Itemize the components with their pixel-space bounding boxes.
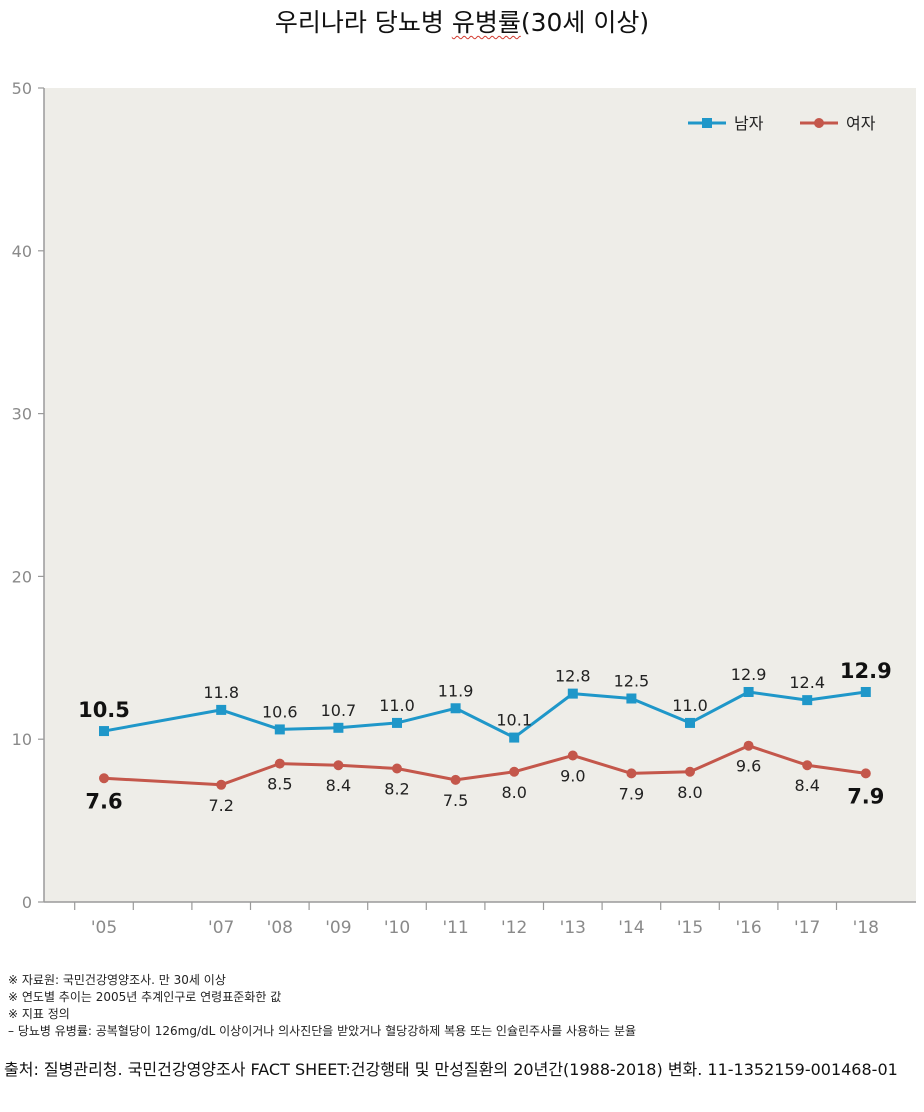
data-label-male: 10.5 [78,698,130,722]
data-label-male: 12.9 [731,665,767,684]
data-label-female: 7.9 [619,784,644,803]
x-tick-label: '08 [267,918,293,938]
data-label-female: 7.6 [85,789,122,813]
y-tick-label: 50 [12,79,32,98]
legend-marker [702,118,712,128]
note-definition-heading: ※ 지표 정의 [8,1007,70,1021]
x-tick-label: '07 [208,918,234,938]
x-tick-label: '10 [384,918,410,938]
legend-marker [814,118,824,128]
data-label-female: 8.4 [326,776,351,795]
x-tick-label: '13 [560,918,586,938]
title-main: 우리나라 당뇨병 [274,8,452,37]
data-label-male: 12.5 [614,672,650,691]
data-point-male [99,726,109,737]
data-point-male [685,717,695,728]
data-point-female [860,768,871,779]
data-point-male [626,693,637,704]
legend-label-male: 남자 [734,114,764,133]
data-point-female [450,774,461,785]
data-label-male: 11.9 [438,681,474,700]
x-tick-label: '05 [91,918,117,938]
data-point-female [743,740,754,751]
data-label-male: 12.9 [840,659,892,683]
data-label-female: 8.4 [794,776,819,795]
x-tick-label: '14 [618,918,644,938]
y-tick-label: 10 [12,730,32,749]
x-tick-label: '17 [794,918,820,938]
x-tick-label: '09 [325,918,351,938]
data-point-male [450,703,461,714]
x-tick-label: '16 [735,918,761,938]
data-label-male: 10.6 [262,702,298,721]
x-axis-ticks: '05 '07 '08 '09 '10 '11 '12 '13 '14 '15 '16 '17 '18 [74,902,879,938]
data-point-male [743,686,754,697]
data-label-female: 8.0 [677,783,702,802]
data-label-female: 7.2 [208,796,233,815]
x-tick-label: '15 [677,918,703,938]
title-tail: (30세 이상) [520,8,650,37]
data-label-female: 8.5 [267,775,292,794]
series-group [99,686,871,790]
data-labels: 10.5 11.8 10.6 10.7 11.0 11.9 10.1 12.8 12.5 11.0… [78,659,892,815]
data-point-male [333,722,344,733]
y-axis-ticks: 0 10 20 30 40 50 [12,79,44,912]
y-tick-label: 40 [12,242,32,261]
y-tick-label: 0 [22,893,32,912]
note-definition: – 당뇨병 유병률: 공복혈당이 126mg/dL 이상이거나 의사진단을 받았… [8,1024,637,1038]
data-label-male: 12.8 [555,667,591,686]
axes [43,88,916,903]
data-label-female: 7.9 [847,784,884,808]
data-point-female [392,763,402,774]
data-label-female: 9.6 [736,757,761,776]
data-label-female: 8.2 [384,780,409,799]
y-tick-label: 30 [12,405,32,424]
x-tick-label: '18 [853,918,879,938]
data-point-female [685,766,695,777]
data-label-male: 11.0 [672,696,708,715]
note-source: ※ 자료원: 국민건강영양조사. 만 30세 이상 [8,973,226,987]
data-label-female: 8.0 [501,783,526,802]
data-label-male: 10.7 [321,701,357,720]
legend: 남자 여자 [688,114,876,133]
legend-label-female: 여자 [846,114,876,133]
data-point-female [333,760,344,771]
data-label-male: 11.0 [379,696,415,715]
data-point-female [802,760,813,771]
data-point-female [99,773,109,784]
data-point-male [274,724,285,735]
data-point-male [567,688,578,699]
x-tick-label: '12 [501,918,527,938]
notes: ※ 자료원: 국민건강영양조사. 만 30세 이상 ※ 연도별 추이는 2005… [8,972,918,1040]
data-point-male [216,704,227,715]
note-standardization: ※ 연도별 추이는 2005년 추계인구로 연령표준화한 값 [8,990,282,1004]
data-point-male [802,695,813,706]
y-tick-label: 20 [12,567,32,586]
source-citation: 출처: 질병관리청. 국민건강영양조사 FACT SHEET:건강행태 및 만성… [4,1060,898,1079]
plot-background [44,88,916,902]
data-point-male [392,717,402,728]
data-point-female [216,779,227,790]
data-label-male: 10.1 [496,711,532,730]
data-label-male: 12.4 [789,673,825,692]
data-label-female: 7.5 [443,791,468,810]
data-label-male: 11.8 [203,683,239,702]
chart-title: 우리나라 당뇨병 유병률(30세 이상) [0,6,924,40]
data-point-female [274,758,285,769]
data-label-female: 9.0 [560,766,585,785]
data-point-female [567,750,578,761]
data-point-male [860,686,871,697]
x-tick-label: '11 [442,918,468,938]
title-underlined: 유병률 [451,8,521,37]
data-point-female [509,766,520,777]
data-point-female [626,768,637,779]
data-point-male [509,732,520,743]
